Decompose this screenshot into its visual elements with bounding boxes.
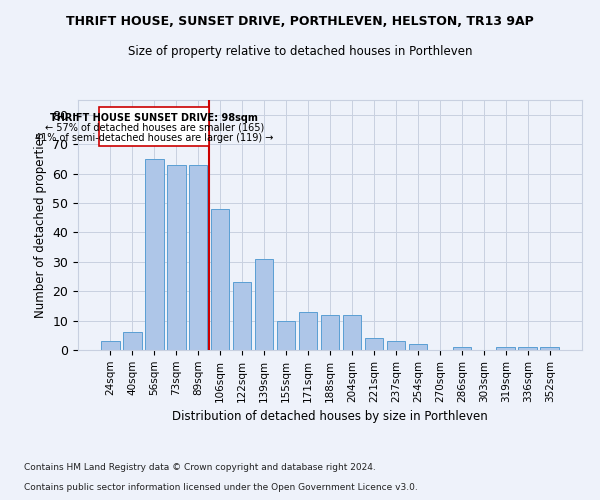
Bar bbox=[101, 341, 119, 350]
Bar bbox=[189, 164, 208, 350]
Bar bbox=[518, 347, 537, 350]
Bar bbox=[211, 209, 229, 350]
Bar bbox=[123, 332, 142, 350]
Bar bbox=[343, 314, 361, 350]
Bar bbox=[452, 347, 471, 350]
Bar bbox=[277, 320, 295, 350]
Bar bbox=[409, 344, 427, 350]
Bar bbox=[145, 159, 164, 350]
FancyBboxPatch shape bbox=[99, 108, 209, 146]
Bar bbox=[386, 341, 405, 350]
Bar bbox=[255, 259, 274, 350]
Bar bbox=[167, 164, 185, 350]
Text: 41% of semi-detached houses are larger (119) →: 41% of semi-detached houses are larger (… bbox=[35, 132, 274, 142]
Bar bbox=[365, 338, 383, 350]
Bar bbox=[541, 347, 559, 350]
Y-axis label: Number of detached properties: Number of detached properties bbox=[34, 132, 47, 318]
Text: Size of property relative to detached houses in Porthleven: Size of property relative to detached ho… bbox=[128, 45, 472, 58]
Bar bbox=[233, 282, 251, 350]
Bar bbox=[299, 312, 317, 350]
X-axis label: Distribution of detached houses by size in Porthleven: Distribution of detached houses by size … bbox=[172, 410, 488, 423]
Text: ← 57% of detached houses are smaller (165): ← 57% of detached houses are smaller (16… bbox=[44, 122, 264, 132]
Text: THRIFT HOUSE SUNSET DRIVE: 98sqm: THRIFT HOUSE SUNSET DRIVE: 98sqm bbox=[50, 112, 258, 122]
Text: Contains HM Land Registry data © Crown copyright and database right 2024.: Contains HM Land Registry data © Crown c… bbox=[24, 464, 376, 472]
Bar bbox=[320, 314, 340, 350]
Text: Contains public sector information licensed under the Open Government Licence v3: Contains public sector information licen… bbox=[24, 484, 418, 492]
Bar bbox=[496, 347, 515, 350]
Text: THRIFT HOUSE, SUNSET DRIVE, PORTHLEVEN, HELSTON, TR13 9AP: THRIFT HOUSE, SUNSET DRIVE, PORTHLEVEN, … bbox=[66, 15, 534, 28]
